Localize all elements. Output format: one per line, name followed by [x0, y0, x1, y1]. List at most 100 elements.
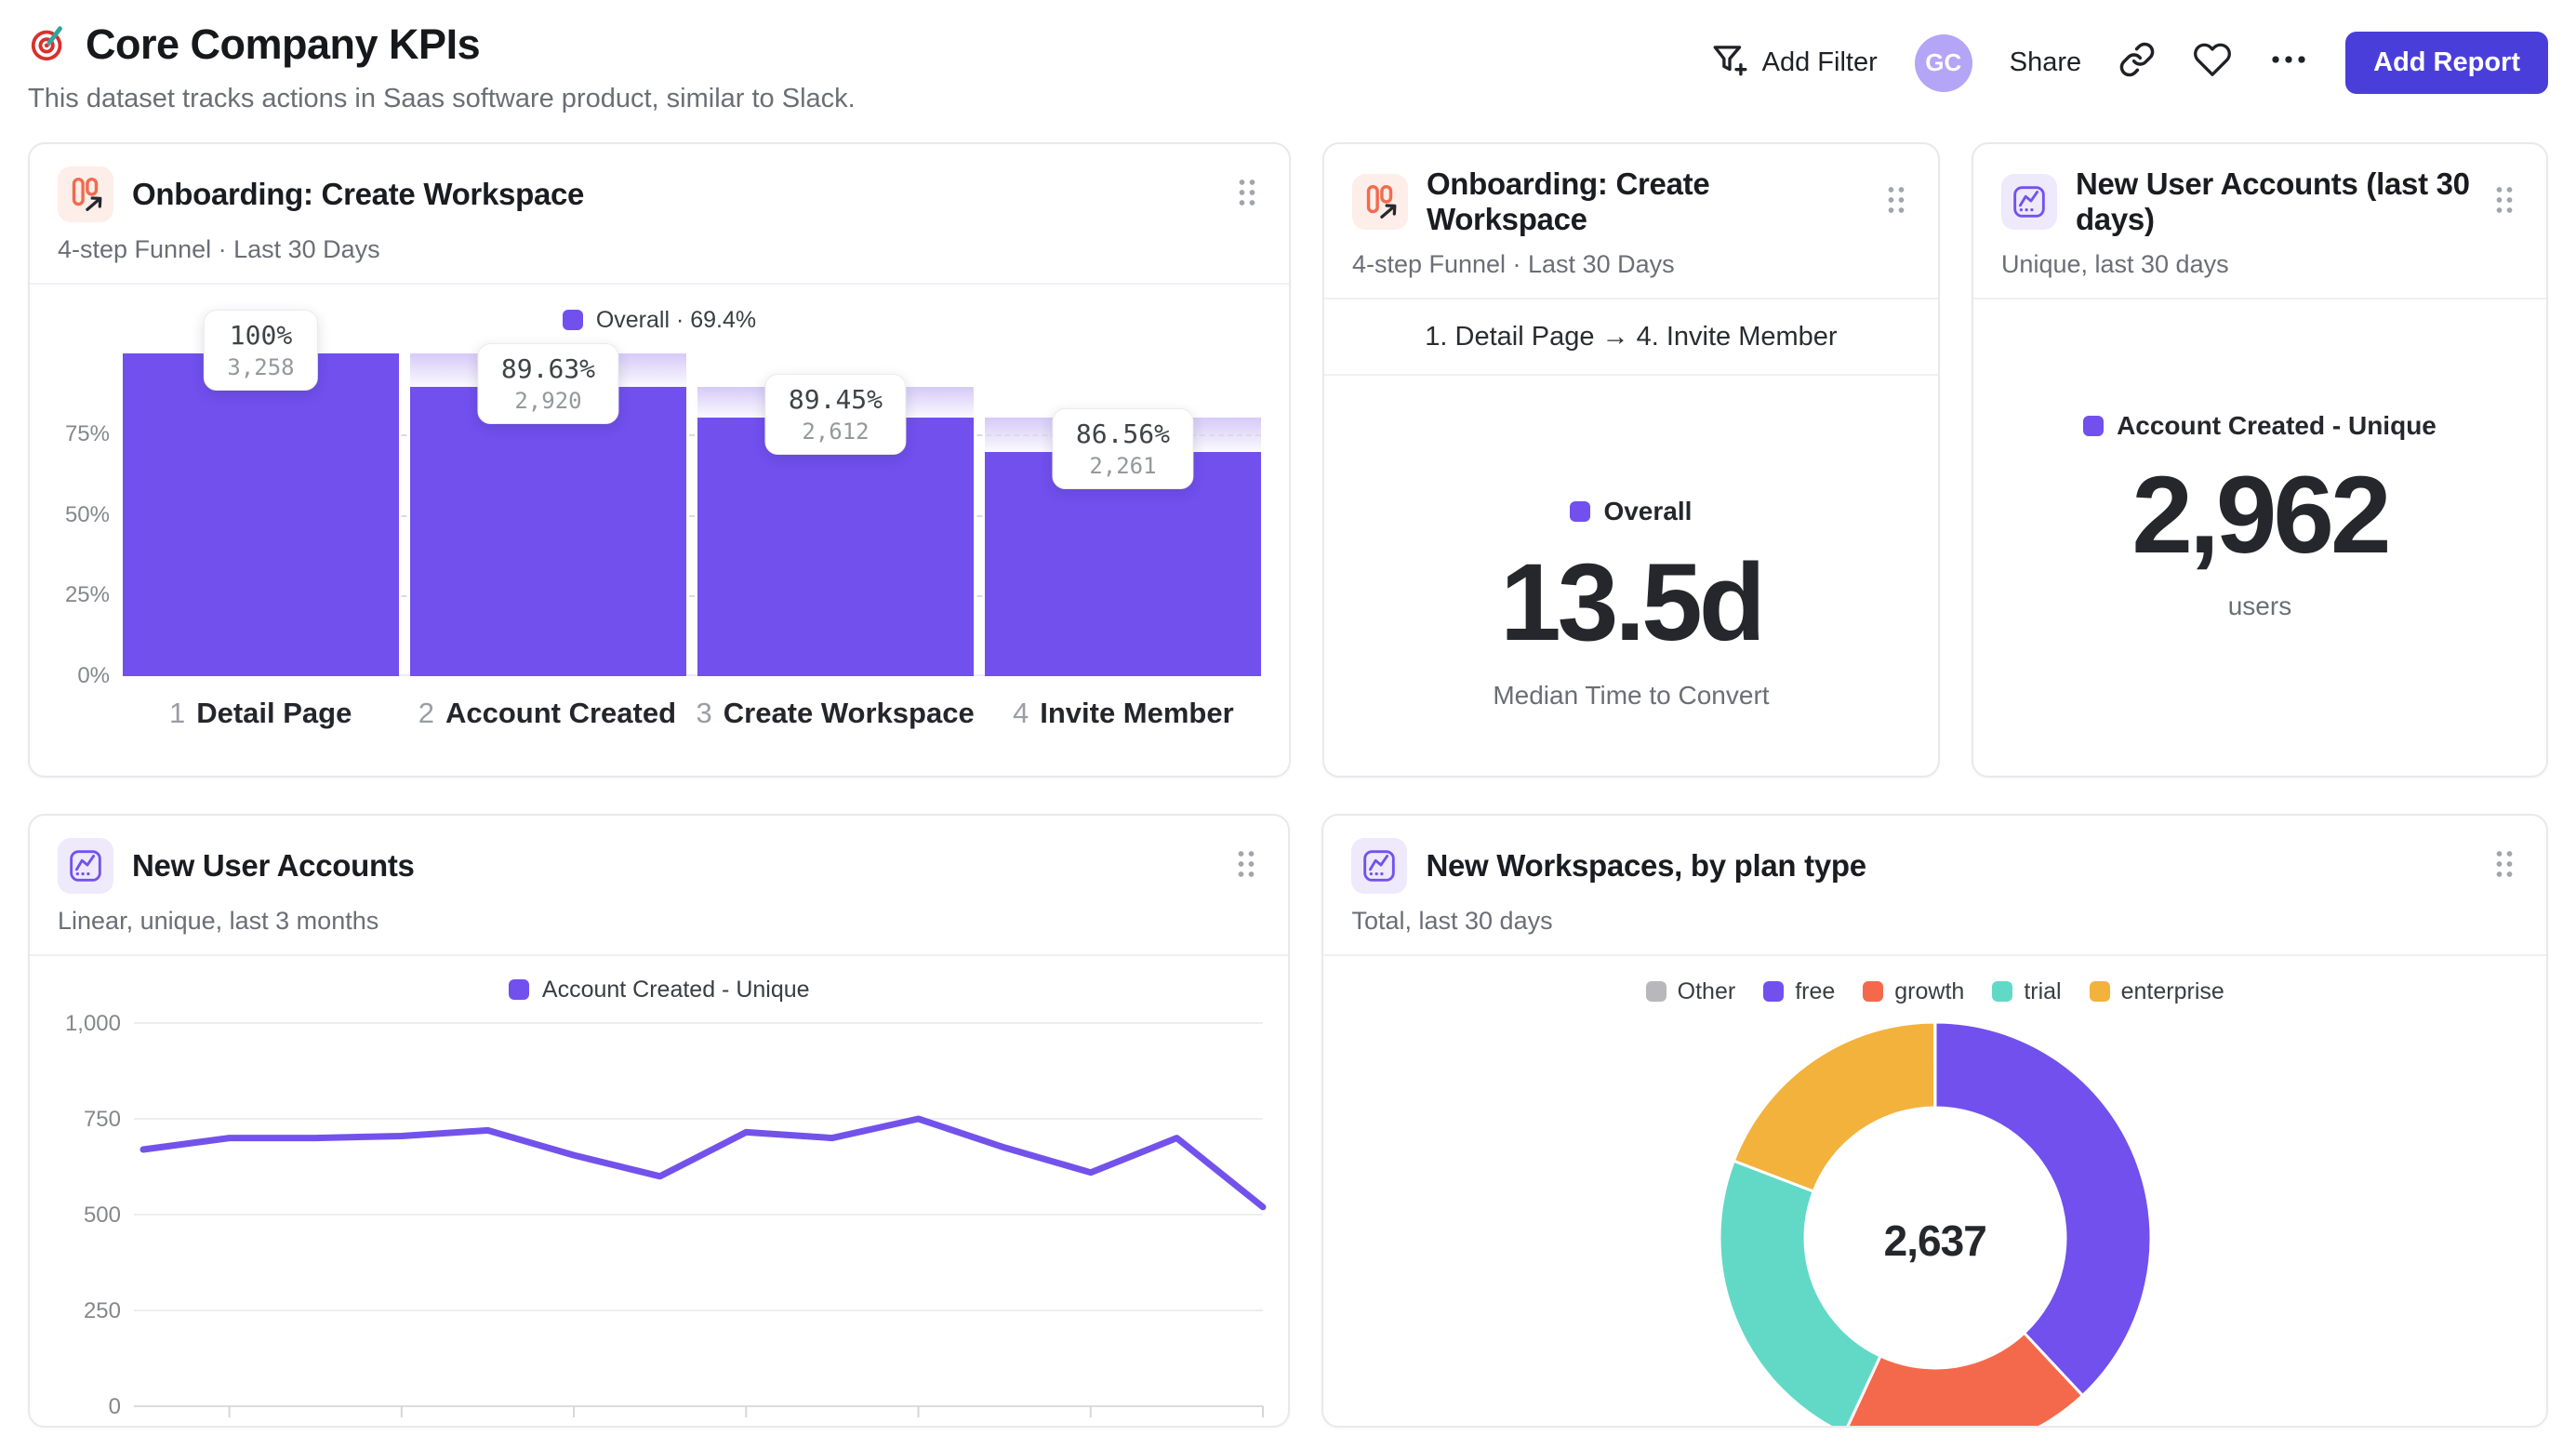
step-number: 3: [696, 697, 712, 729]
median-legend: Overall: [1570, 497, 1692, 526]
add-filter-label: Add Filter: [1761, 47, 1878, 77]
funnel-plot: 0% 25% 50% 75% 100% 3,258 89.63% 2,920 89.45% 2,6…: [65, 310, 1261, 688]
toolbar-actions: Add Filter GC Share: [1710, 20, 2548, 94]
x-axis-line: [123, 674, 1261, 676]
y-axis-label: 0%: [77, 663, 110, 688]
ellipsis-icon: [2269, 47, 2308, 78]
step-number: 2: [418, 697, 434, 729]
page-heading: Core Company KPIs This dataset tracks ac…: [28, 20, 856, 114]
legend-label: trial: [2024, 977, 2062, 1004]
funnel-step-label-3: 3 Create Workspace: [696, 697, 975, 729]
median-time-value: 13.5d: [1500, 541, 1766, 664]
line-chart-icon: [2000, 174, 2057, 230]
donut-chart: 2,637: [1717, 1019, 2154, 1428]
bar-value-tooltip: 86.56% 2,261: [1052, 408, 1194, 490]
y-axis-label: 25%: [64, 582, 110, 608]
page-title: Core Company KPIs: [86, 20, 481, 68]
step-number: 1: [168, 697, 186, 729]
card-title: New User Accounts: [132, 848, 415, 883]
tooltip-count: 2,261: [1089, 453, 1157, 480]
more-options-button[interactable]: [2269, 47, 2308, 78]
donut-legend-item-growth[interactable]: growth: [1863, 978, 1964, 1005]
funnel-bar-4[interactable]: 86.56% 2,261: [984, 353, 1261, 676]
new-users-caption: users: [2227, 592, 2292, 620]
legend-label: growth: [1894, 977, 1965, 1004]
top-bar: Core Company KPIs This dataset tracks ac…: [28, 0, 2548, 114]
legend-label: Other: [1677, 977, 1736, 1004]
drag-handle-icon[interactable]: [1233, 173, 1261, 217]
donut-slice-enterprise[interactable]: [1732, 1020, 1936, 1193]
new-users-value: 2,962: [2131, 454, 2391, 577]
drag-handle-icon[interactable]: [2490, 180, 2518, 224]
link-icon: [2118, 41, 2156, 86]
tooltip-percent: 89.45%: [788, 383, 883, 415]
funnel-bar-3[interactable]: 89.45% 2,612: [697, 353, 974, 676]
gridline-50: [123, 514, 1261, 517]
svg-text:1,000: 1,000: [65, 1011, 121, 1036]
favorite-button[interactable]: [2193, 40, 2232, 86]
share-button[interactable]: Share: [2010, 47, 2081, 78]
legend-swatch: [1863, 981, 1884, 1002]
legend-swatch: [508, 979, 529, 1000]
step-number: 4: [1012, 697, 1029, 729]
bar-value-tooltip: 89.45% 2,612: [764, 373, 907, 455]
legend-label: Overall: [1603, 497, 1693, 525]
card-subtitle: Linear, unique, last 3 months: [58, 907, 379, 935]
heart-icon: [2193, 40, 2232, 86]
donut-slice-trial[interactable]: [1718, 1159, 1882, 1428]
bar-segment: [123, 353, 399, 676]
card-new-workspaces-by-plan: New Workspaces, by plan type Total, last…: [1321, 814, 2548, 1428]
funnel-step-label-2: 2 Account Created: [418, 697, 677, 729]
legend-swatch: [1992, 981, 2013, 1002]
donut-legend-item-trial[interactable]: trial: [1992, 977, 2062, 1005]
median-time-caption: Median Time to Convert: [1493, 681, 1770, 710]
legend-label: enterprise: [2120, 977, 2224, 1004]
add-filter-button[interactable]: Add Filter: [1710, 40, 1878, 86]
donut-legend-item-enterprise[interactable]: enterprise: [2089, 977, 2224, 1005]
donut-slice-free[interactable]: [1933, 1020, 2153, 1398]
drag-handle-icon[interactable]: [2490, 844, 2518, 888]
svg-text:500: 500: [84, 1203, 121, 1228]
bar-value-tooltip: 100% 3,258: [204, 310, 318, 392]
card-new-user-accounts-30d: New User Accounts (last 30 days) Unique,…: [1971, 142, 2548, 778]
svg-text:250: 250: [84, 1298, 121, 1323]
funnel-step-labels: 1 Detail Page 2 Account Created 3 Create Work…: [123, 697, 1261, 730]
filter-plus-icon: [1710, 40, 1749, 86]
legend-swatch: [562, 310, 583, 330]
card-title: New User Accounts (last 30 days): [2075, 166, 2470, 236]
page-subtitle: This dataset tracks actions in Saas soft…: [28, 84, 856, 113]
gridline-75: [123, 433, 1261, 436]
line-legend: Account Created - Unique: [30, 969, 1288, 1010]
funnel-bar-2[interactable]: 89.63% 2,920: [409, 342, 686, 676]
svg-text:750: 750: [84, 1107, 121, 1132]
card-subtitle: 4-step Funnel · Last 30 Days: [58, 235, 380, 263]
legend-swatch: [2083, 416, 2105, 436]
donut-legend-item-Other[interactable]: Other: [1645, 977, 1736, 1005]
drag-handle-icon[interactable]: [1232, 844, 1260, 888]
funnel-step-label-4: 4 Invite Member: [1012, 697, 1234, 729]
donut-legend-item-free[interactable]: free: [1763, 978, 1835, 1005]
legend-swatch: [1645, 981, 1666, 1002]
funnel-bar-1[interactable]: 100% 3,258: [123, 310, 399, 676]
bar-segment: [984, 452, 1261, 676]
add-report-button[interactable]: Add Report: [2345, 32, 2548, 94]
card-onboarding-funnel: Onboarding: Create Workspace 4-step Funn…: [28, 142, 1291, 778]
card-title: Onboarding: Create Workspace: [132, 177, 585, 211]
tooltip-count: 3,258: [227, 354, 295, 381]
svg-text:0: 0: [109, 1394, 121, 1419]
share-label: Share: [2009, 47, 2082, 77]
drag-handle-icon[interactable]: [1882, 180, 1910, 224]
bar-segment: [697, 417, 974, 676]
copy-link-button[interactable]: [2118, 41, 2156, 86]
card-subtitle: Total, last 30 days: [1351, 907, 1553, 935]
trend-line: [139, 1115, 1267, 1211]
card-subtitle: 4-step Funnel · Last 30 Days: [1351, 250, 1675, 278]
tooltip-count: 2,920: [514, 387, 582, 414]
donut-slice-growth[interactable]: [1844, 1331, 2085, 1428]
bar-segment: [409, 386, 686, 676]
y-axis-label: 75%: [64, 420, 110, 446]
funnel-legend: Overall · 69.4%: [30, 299, 1289, 340]
avatar[interactable]: GC: [1914, 33, 1972, 92]
card-median-time: Onboarding: Create Workspace 4-step Funn…: [1321, 142, 1940, 778]
